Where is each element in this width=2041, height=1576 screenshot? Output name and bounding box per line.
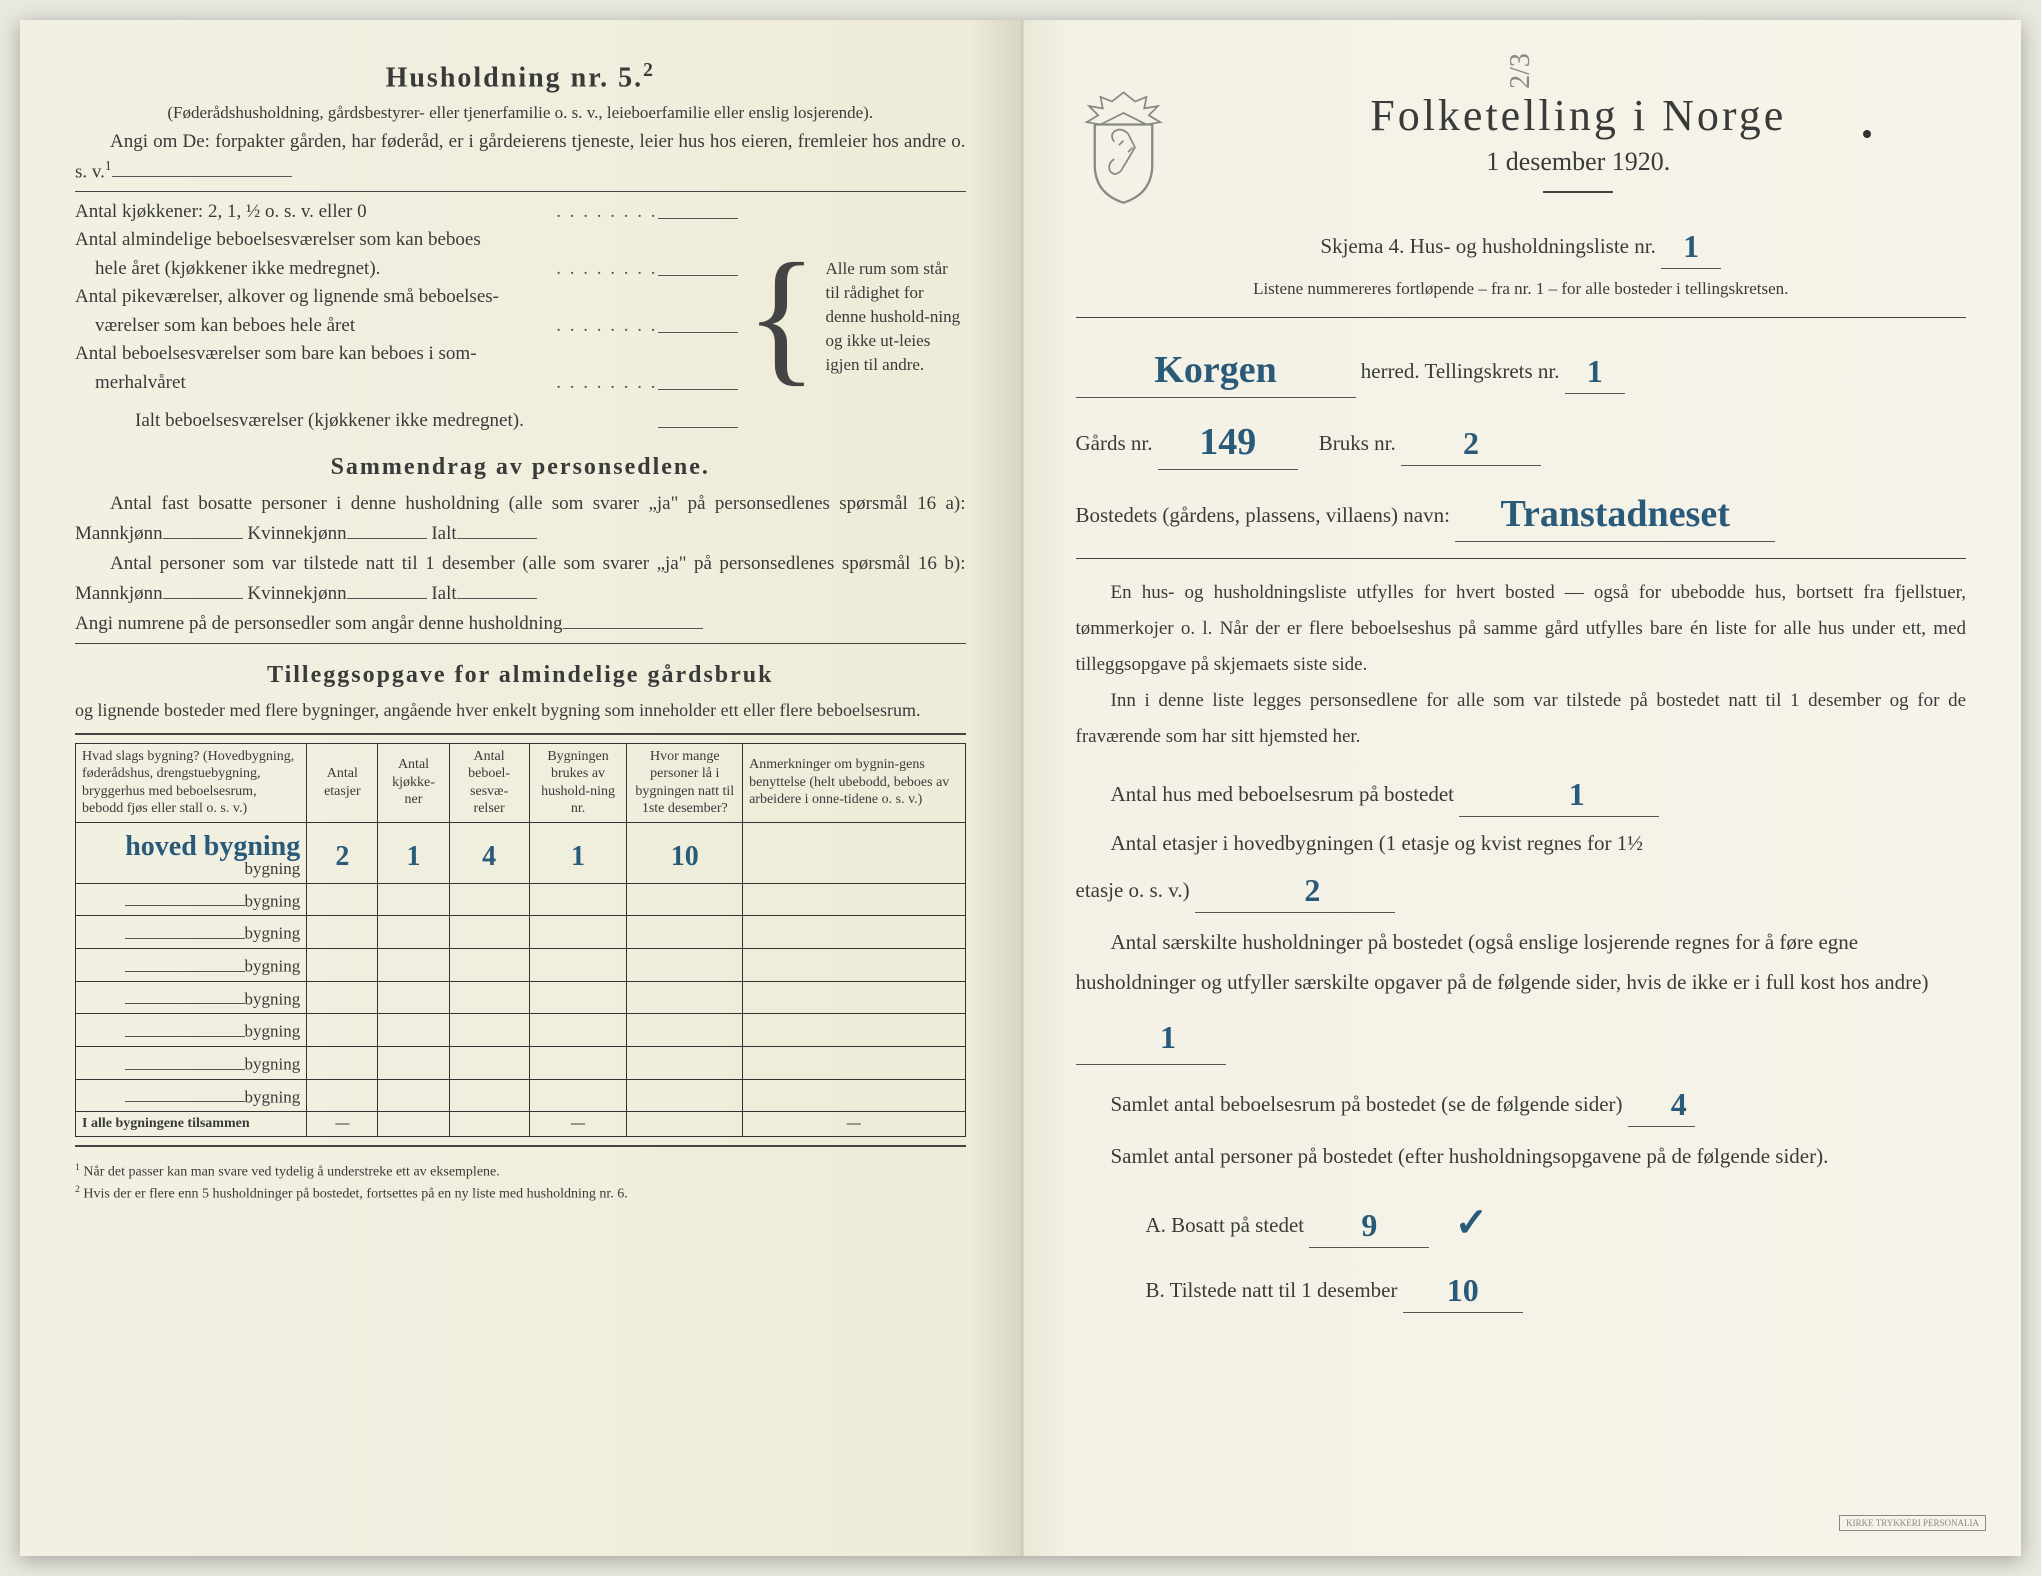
document-spread: Husholdning nr. 5.2 (Føderådshusholdning… (20, 20, 2021, 1556)
footnotes: 1 Når det passer kan man svare ved tydel… (75, 1161, 966, 1204)
instructions-2: Inn i denne liste legges personsedlene f… (1076, 683, 1967, 755)
table-row: bygning (76, 883, 966, 916)
summary-line-1: Antal fast bosatte personer i denne hush… (75, 489, 966, 549)
brace-icon: { (738, 249, 826, 384)
table-row: bygning (76, 1047, 966, 1080)
main-title: Folketelling i Norge (1191, 90, 1967, 141)
right-page: 2/3 Folketelling i Norge 1 desember 1920… (1021, 20, 2022, 1556)
skjema-line: Skjema 4. Hus- og husholdningsliste nr. … (1076, 217, 1967, 269)
summary-line-2: Antal personer som var tilstede natt til… (75, 549, 966, 609)
summary-heading: Sammendrag av personsedlene. (75, 454, 966, 481)
q-bosatt: A. Bosatt på stedet 9 ✓ (1076, 1187, 1967, 1251)
table-row: bygning (76, 916, 966, 949)
q-tilstede: B. Tilstede natt til 1 desember 10 (1076, 1261, 1967, 1313)
household5-subtext: (Føderådshusholdning, gårdsbestyrer- ell… (75, 100, 966, 126)
title-block: Folketelling i Norge 1 desember 1920. (1076, 90, 1967, 207)
buildings-table: Hvad slags bygning? (Hovedbygning, føder… (75, 743, 966, 1138)
rooms-block: Antal kjøkkener: 2, 1, ½ o. s. v. eller … (75, 198, 966, 436)
table-row: bygning (76, 1014, 966, 1047)
q-persons: Samlet antal personer på bostedet (efter… (1076, 1137, 1967, 1177)
bosted-line: Bostedets (gårdens, plassens, villaens) … (1076, 480, 1967, 542)
instructions-1: En hus- og husholdningsliste utfylles fo… (1076, 575, 1967, 683)
q-houses: Antal hus med beboelsesrum på bostedet 1 (1076, 765, 1967, 817)
table-totals-row: I alle bygningene tilsammen ——— (76, 1112, 966, 1137)
table-header-row: Hvad slags bygning? (Hovedbygning, føder… (76, 743, 966, 822)
page-marker: 2/3 (1505, 53, 1537, 89)
table-row: bygning (76, 1079, 966, 1112)
q-rooms: Samlet antal beboelsesrum på bostedet (s… (1076, 1075, 1967, 1127)
printer-stamp: KIRKE TRYKKERI PERSONALIA (1839, 1515, 1986, 1531)
q-floors: Antal etasjer i hovedbygningen (1 etasje… (1076, 827, 1967, 913)
herred-line: Korgen herred. Tellingskrets nr. 1 (1076, 336, 1967, 398)
q-households: Antal særskilte husholdninger på bostede… (1076, 923, 1967, 1065)
coat-of-arms-icon (1076, 90, 1171, 205)
household5-heading: Husholdning nr. 5.2 (75, 60, 966, 94)
table-row: bygning (76, 981, 966, 1014)
table-row: bygning (76, 949, 966, 982)
ink-dot (1863, 130, 1871, 138)
left-page: Husholdning nr. 5.2 (Føderådshusholdning… (20, 20, 1021, 1556)
tillegg-para: og lignende bosteder med flere bygninger… (75, 697, 966, 725)
brace-note: Alle rum som står til rådighet for denne… (826, 257, 966, 376)
divider (75, 191, 966, 192)
page-fold (1021, 20, 1024, 1556)
household5-instruction: Angi om De: forpakter gården, har føderå… (75, 127, 966, 187)
table-row: hoved bygning bygning 2 1 4 1 10 (76, 822, 966, 883)
listene-note: Listene nummereres fortløpende – fra nr.… (1076, 279, 1967, 299)
tillegg-heading: Tilleggsopgave for almindelige gårdsbruk (75, 662, 966, 689)
gards-line: Gårds nr. 149 Bruks nr. 2 (1076, 408, 1967, 470)
census-date: 1 desember 1920. (1191, 147, 1967, 177)
summary-line-3: Angi numrene på de personsedler som angå… (75, 608, 966, 638)
